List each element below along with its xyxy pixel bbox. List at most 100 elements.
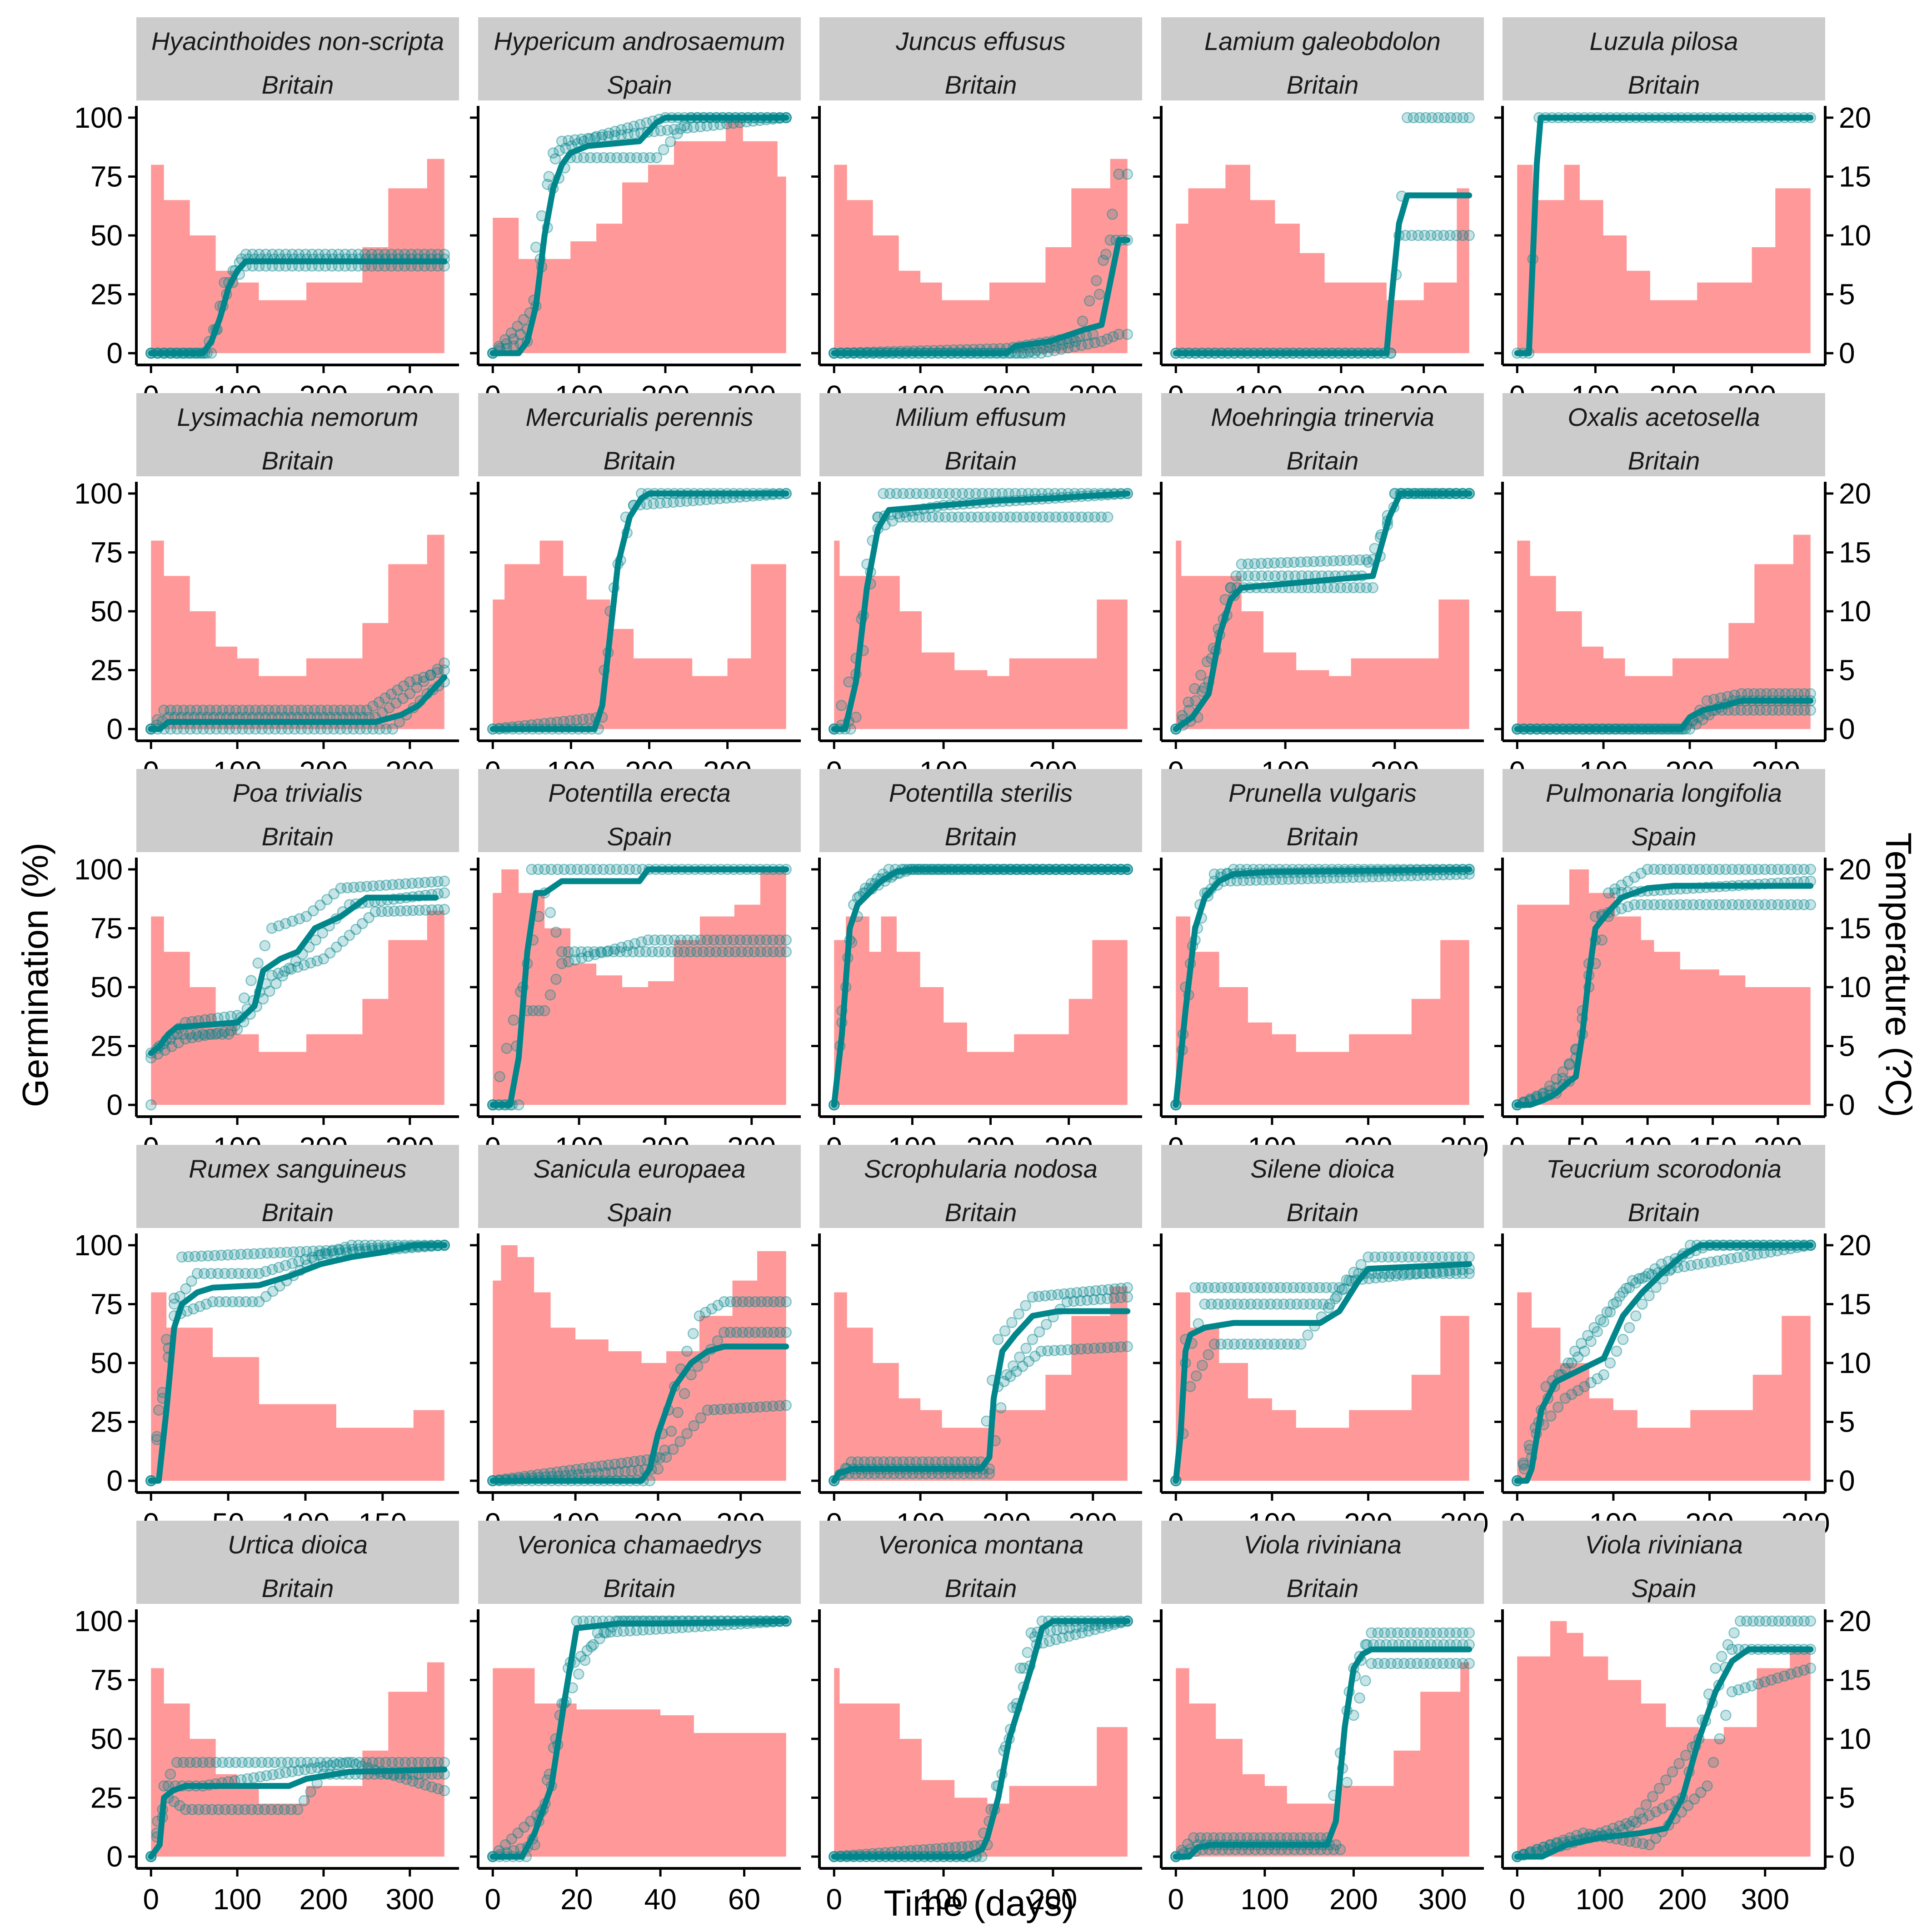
replicate-point (1076, 339, 1087, 351)
facet-panel: Lysimachia nemorumBritain010020030002550… (74, 393, 459, 788)
y-tick-label: 25 (90, 1406, 123, 1438)
replicate-point (1805, 899, 1816, 910)
y2-tick-label: 20 (1839, 1229, 1871, 1262)
facet-panels: Hyacinthoides non-scriptaBritain01002003… (74, 17, 1871, 1916)
replicate-point (1302, 1329, 1313, 1341)
x-tick-label: 0 (1509, 1883, 1525, 1916)
facet-panel: Moehringia trinerviaBritain0100200 (1153, 393, 1484, 788)
facet-panel: Hyacinthoides non-scriptaBritain01002003… (74, 17, 459, 412)
replicate-point (1728, 1627, 1740, 1639)
replicate-point (1463, 1657, 1475, 1669)
facet-species-label: Potentilla sterilis (889, 779, 1073, 807)
replicate-point (1714, 1733, 1725, 1745)
germination-mean-line (1173, 192, 1473, 356)
germination-mean-line (831, 237, 1131, 356)
replicate-point (1647, 1791, 1658, 1802)
replicate-point (514, 329, 526, 340)
facet-strip (1161, 17, 1484, 100)
y2-tick-label: 10 (1839, 971, 1871, 1003)
facet-panel: Mercurialis perennisBritain0100200300 (470, 393, 801, 788)
replicate-point (259, 940, 271, 952)
replicate-point (1634, 1807, 1645, 1819)
temperature-area (493, 540, 786, 729)
replicate-point (165, 1768, 176, 1780)
y2-tick-label: 15 (1839, 912, 1871, 944)
replicate-point (618, 152, 629, 164)
replicate-point (1042, 346, 1053, 358)
replicate-point (628, 120, 640, 132)
replicate-point (672, 1407, 684, 1418)
replicate-point (1563, 1357, 1574, 1369)
facet-species-label: Mercurialis perennis (525, 403, 753, 431)
replicate-point (1623, 1322, 1635, 1333)
y2-tick-label: 10 (1839, 1347, 1871, 1379)
facet-panel: Potentilla sterilisBritain0100200300 (811, 769, 1142, 1164)
facet-origin-label: Britain (1287, 822, 1359, 851)
replicate-point (1463, 1251, 1475, 1263)
replicate-point (439, 904, 450, 915)
replicate-point (1627, 1816, 1639, 1827)
replicate-point (1102, 511, 1113, 523)
replicate-point (1089, 337, 1101, 349)
facet-panel: Teucrium scorodoniaBritain01002003000510… (1494, 1145, 1871, 1540)
y-tick-label: 75 (90, 1288, 123, 1320)
replicate-point (508, 1014, 519, 1026)
replicate-point (1408, 112, 1419, 124)
y2-tick-label: 5 (1839, 1782, 1855, 1814)
replicate-point (1195, 669, 1207, 681)
replicate-point (1113, 329, 1124, 340)
replicate-point (1596, 934, 1608, 946)
replicate-point (1348, 1709, 1359, 1721)
replicate-point (1190, 1370, 1202, 1382)
facet-species-label: Hyacinthoides non-scripta (151, 27, 444, 55)
replicate-point (1295, 1338, 1307, 1350)
replicate-point (1640, 1799, 1652, 1811)
facet-species-label: Sanicula europaea (533, 1154, 745, 1183)
replicate-point (1006, 1317, 1018, 1328)
replicate-point (992, 1333, 1004, 1345)
facet-origin-label: Britain (262, 1198, 334, 1227)
replicate-point (1433, 112, 1444, 124)
x-tick-label: 60 (728, 1883, 760, 1916)
replicate-point (1091, 275, 1102, 286)
y-tick-label: 25 (90, 1030, 123, 1063)
replicate-point (681, 1345, 693, 1357)
replicate-point (1201, 656, 1213, 668)
x-tick-label: 0 (143, 1883, 159, 1916)
facet-species-label: Hypericum androsaemum (494, 27, 785, 55)
facet-origin-label: Britain (604, 1574, 676, 1603)
y-tick-label: 50 (90, 1722, 123, 1755)
replicate-point (569, 134, 581, 145)
replicate-point (1107, 209, 1118, 220)
replicate-point (1183, 696, 1194, 708)
replicate-point (1710, 1662, 1721, 1674)
replicate-point (1545, 1410, 1557, 1422)
x-axis-title: Time (days) (884, 1883, 1074, 1923)
replicate-point (603, 127, 614, 139)
replicate-point (780, 1327, 792, 1338)
replicate-point (539, 1005, 550, 1017)
y-tick-label: 75 (90, 912, 123, 944)
replicate-point (1013, 1308, 1024, 1320)
replicate-point (672, 128, 683, 140)
replicate-point (1445, 112, 1457, 124)
replicate-point (1402, 112, 1413, 124)
temperature-area (1517, 1292, 1811, 1481)
replicate-point (513, 1099, 524, 1111)
facet-species-label: Veronica chamaedrys (517, 1530, 762, 1559)
facet-origin-label: Britain (262, 446, 334, 475)
replicate-point (1122, 169, 1133, 180)
replicate-point (252, 957, 264, 969)
facet-species-label: Teucrium scorodonia (1546, 1154, 1782, 1183)
replicate-point (145, 1099, 157, 1111)
replicate-point (631, 152, 643, 164)
replicate-point (1653, 1782, 1665, 1794)
x-tick-label: 0 (1168, 1883, 1184, 1916)
y2-tick-label: 5 (1839, 1406, 1855, 1438)
facet-panel: Pulmonaria longifoliaSpain05010015020005… (1494, 769, 1871, 1164)
replicate-point (584, 152, 596, 164)
replicate-point (550, 926, 562, 938)
replicate-point (1341, 1777, 1353, 1788)
replicate-point (1438, 230, 1449, 241)
y-tick-label: 100 (74, 101, 123, 134)
